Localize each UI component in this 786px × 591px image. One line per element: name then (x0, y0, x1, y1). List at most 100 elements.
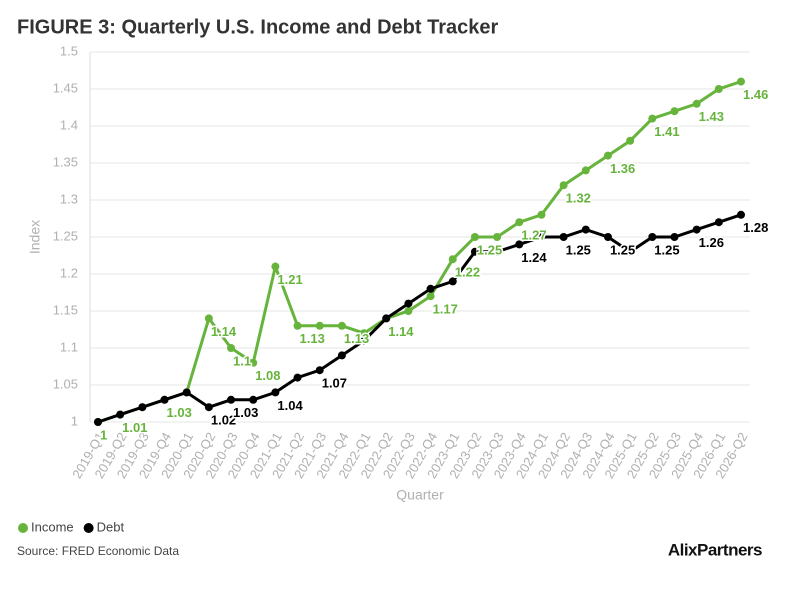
y-tick-label: 1.15 (53, 302, 78, 317)
point (670, 107, 679, 116)
point (537, 233, 546, 241)
data-label: 1.36 (610, 161, 635, 176)
point (470, 247, 479, 256)
point (603, 151, 612, 160)
data-label: 1.07 (322, 376, 347, 391)
legend-swatch (83, 523, 94, 533)
point (692, 99, 701, 108)
x-axis-label: Quarter (396, 487, 444, 503)
point (737, 210, 745, 219)
data-label: 1.04 (277, 398, 303, 413)
point (493, 247, 502, 256)
point (249, 395, 258, 404)
y-tick-label: 1.25 (53, 228, 78, 243)
point (692, 225, 701, 234)
point (293, 321, 302, 330)
point (626, 247, 635, 256)
point (271, 388, 280, 397)
data-label: 1.46 (743, 87, 768, 102)
point (315, 321, 324, 330)
data-label: 1 (100, 427, 107, 442)
data-label: 1.13 (300, 331, 325, 346)
point (670, 233, 679, 241)
data-label: 1.14 (211, 324, 237, 339)
data-label: 1.03 (167, 405, 192, 420)
legend-label: Income (31, 519, 74, 534)
data-label: 1.28 (743, 220, 768, 235)
data-label: 1.25 (477, 242, 502, 257)
point (714, 85, 723, 93)
point (448, 277, 457, 286)
y-tick-label: 1.4 (60, 117, 78, 132)
point (559, 233, 568, 241)
point (737, 77, 745, 86)
data-label: 1.1 (233, 353, 251, 368)
y-tick-label: 1.1 (60, 339, 78, 354)
data-label: 1.41 (654, 124, 679, 139)
point (515, 218, 524, 227)
point (116, 410, 125, 419)
line (97, 80, 742, 424)
point (648, 114, 657, 123)
y-tick-label: 1.35 (53, 154, 78, 169)
y-axis-label: Index (27, 220, 43, 254)
point (470, 233, 479, 241)
y-tick-label: 1.3 (60, 191, 78, 206)
data-label: 1.25 (610, 242, 635, 257)
logo: AlixPartners (668, 540, 762, 559)
point (293, 373, 302, 382)
data-label: 1.17 (433, 302, 458, 317)
point (249, 358, 258, 367)
y-tick-label: 1.05 (53, 376, 78, 391)
point (537, 210, 546, 219)
data-label: 1.02 (211, 413, 236, 428)
point (714, 218, 723, 227)
point (204, 314, 213, 323)
point (515, 240, 524, 249)
data-label: 1.43 (699, 109, 724, 124)
point (493, 233, 502, 241)
point (581, 166, 590, 175)
data-label: 1.32 (566, 191, 591, 206)
data-label: 1.27 (521, 228, 546, 243)
point (360, 336, 369, 345)
data-label: 1.25 (654, 242, 679, 257)
point (603, 233, 612, 241)
data-label: 1.08 (255, 368, 280, 383)
legend-swatch (18, 523, 28, 533)
point (448, 255, 457, 264)
data-label: 1.26 (699, 235, 724, 250)
point (94, 418, 102, 426)
chart-title: FIGURE 3: Quarterly U.S. Income and Debt… (17, 16, 498, 38)
point (271, 262, 280, 271)
point (337, 321, 346, 330)
data-label: 1.01 (122, 420, 147, 435)
point (182, 388, 191, 397)
point (138, 403, 147, 412)
point (315, 366, 324, 375)
y-tick-label: 1.2 (60, 265, 78, 280)
legend-label: Debt (97, 519, 125, 534)
y-tick-label: 1 (71, 413, 78, 428)
data-label: 1.22 (455, 265, 480, 280)
data-label: 1.25 (566, 242, 591, 257)
point (227, 395, 236, 404)
data-label: 1.13 (344, 331, 369, 346)
point (559, 181, 568, 190)
data-label: 1.21 (277, 272, 302, 287)
point (404, 307, 413, 315)
point (160, 395, 169, 404)
y-tick-label: 1.5 (60, 43, 78, 58)
y-tick-label: 1.45 (53, 80, 78, 95)
point (204, 403, 213, 412)
point (360, 329, 369, 338)
point (337, 351, 346, 360)
point (648, 233, 657, 241)
source: Source: FRED Economic Data (17, 544, 179, 558)
point (404, 299, 413, 308)
point (426, 292, 435, 301)
data-label: 1.14 (388, 324, 414, 339)
line (97, 213, 742, 424)
data-label: 1.03 (233, 405, 258, 420)
